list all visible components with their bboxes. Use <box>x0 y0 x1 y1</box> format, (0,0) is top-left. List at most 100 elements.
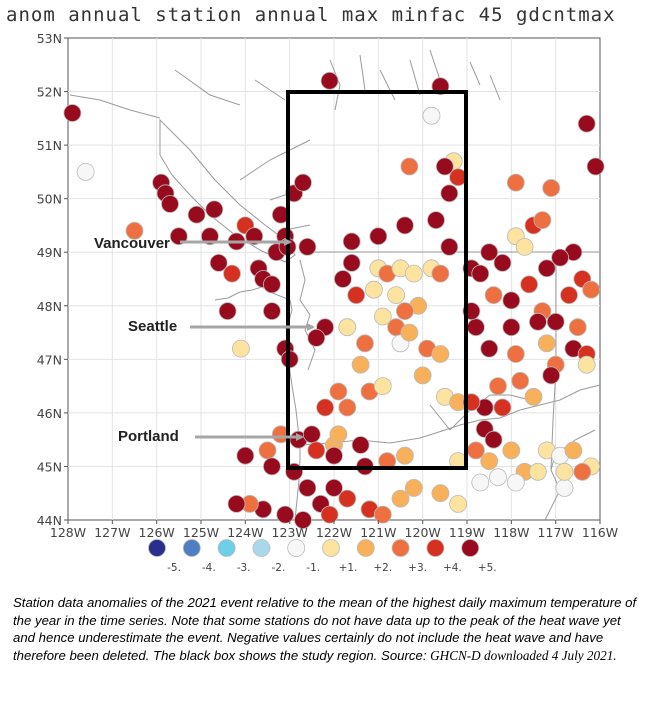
station-marker <box>537 334 556 353</box>
legend-swatch <box>148 539 166 557</box>
station-marker <box>573 462 592 481</box>
legend-label: +3. <box>408 562 427 574</box>
station-marker <box>373 307 392 326</box>
station-marker <box>200 227 219 246</box>
station-marker <box>529 462 547 481</box>
coastline-island <box>159 118 296 263</box>
station-marker <box>325 446 343 465</box>
station-marker <box>511 371 530 390</box>
station-marker <box>489 468 507 487</box>
station-marker <box>298 237 317 256</box>
lon-tick-label: 124W <box>227 525 263 540</box>
lon-tick-label: 127W <box>94 525 130 540</box>
lat-tick-label: 48N <box>37 299 62 314</box>
station-marker <box>586 157 605 176</box>
station-marker <box>63 104 82 122</box>
legend-swatch <box>252 539 271 557</box>
station-marker <box>577 355 596 374</box>
lat-tick-label: 49N <box>37 245 62 260</box>
station-marker <box>440 237 459 256</box>
station-marker <box>404 264 423 283</box>
city-label-seattle: Seattle <box>128 318 177 335</box>
station-marker <box>502 441 521 460</box>
station-marker <box>560 286 578 305</box>
city-label-vancouver: Vancouver <box>94 235 170 252</box>
caption-source-label: Source: <box>381 647 427 663</box>
station-marker <box>551 248 569 267</box>
station-marker <box>435 157 454 176</box>
legend-swatch <box>287 539 306 557</box>
station-marker <box>218 302 237 321</box>
lat-tick-label: 51N <box>37 138 62 153</box>
lon-tick-label: 128W <box>50 525 86 540</box>
station-marker <box>262 275 281 294</box>
caption-text: Station data anomalies of the 2021 event… <box>13 595 637 663</box>
lat-tick-label: 46N <box>37 406 62 421</box>
legend-swatch <box>217 539 236 557</box>
station-marker <box>515 237 534 256</box>
station-marker <box>395 302 414 321</box>
legend-swatch <box>461 539 480 557</box>
station-marker <box>506 345 525 363</box>
coastline-mainland <box>69 69 311 231</box>
station-marker <box>209 253 228 272</box>
station-marker <box>223 264 241 283</box>
station-marker <box>351 355 370 374</box>
legend-label: +1. <box>339 562 358 574</box>
station-marker <box>351 436 370 454</box>
lat-tick-label: 45N <box>37 459 62 474</box>
station-marker <box>387 286 406 305</box>
station-marker <box>307 441 326 460</box>
station-marker <box>427 211 445 230</box>
station-marker <box>373 505 392 524</box>
station-marker <box>524 387 543 406</box>
station-marker <box>125 221 144 240</box>
lon-tick-label: 116W <box>582 525 618 540</box>
station-marker <box>480 243 499 262</box>
legend-label: +2. <box>373 562 392 574</box>
station-marker <box>431 484 450 503</box>
station-marker <box>187 205 206 224</box>
legend-label: -5. <box>167 562 181 574</box>
city-labels: Vancouver Seattle Portland <box>94 235 315 445</box>
station-marker <box>338 398 357 417</box>
station-marker <box>520 275 538 294</box>
station-marker <box>502 291 521 310</box>
station-marker <box>347 286 366 305</box>
station-marker <box>555 478 574 497</box>
station-marker <box>555 462 574 481</box>
station-marker <box>431 345 450 363</box>
station-marker <box>493 253 512 272</box>
legend-swatch <box>356 539 375 557</box>
station-marker <box>404 478 423 497</box>
lon-tick-label: 118W <box>493 525 529 540</box>
station-marker <box>466 318 485 337</box>
station-marker <box>484 286 503 305</box>
city-label-portland: Portland <box>118 428 179 445</box>
station-marker <box>76 162 95 181</box>
station-marker <box>276 505 295 524</box>
station-marker <box>320 71 339 90</box>
station-marker <box>373 377 392 396</box>
station-marker <box>546 312 565 331</box>
station-marker <box>316 398 335 417</box>
color-legend: -5. -4. -3. -2. -1. +1. +2. +3. +4. +5. <box>148 539 497 574</box>
station-marker <box>258 441 277 460</box>
station-marker <box>395 446 414 465</box>
station-marker <box>294 173 312 192</box>
legend-label: +4. <box>443 562 462 574</box>
station-marker <box>342 253 361 272</box>
station-marker <box>529 312 547 331</box>
station-marker <box>400 323 419 342</box>
station-marker <box>440 184 459 203</box>
fjord-lines <box>329 49 501 111</box>
lat-tick-label: 44N <box>37 513 62 528</box>
legend-label: -2. <box>271 562 285 574</box>
station-marker <box>568 318 587 337</box>
station-marker <box>205 200 224 219</box>
lat-tick-label: 47N <box>37 352 62 367</box>
lon-tick-label: 121W <box>360 525 396 540</box>
legend-swatch <box>182 539 201 557</box>
station-marker <box>320 505 339 524</box>
